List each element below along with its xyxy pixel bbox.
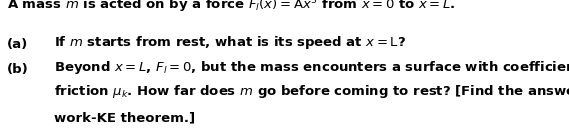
Text: A mass $m$ is acted on by a force $F_l(x) = \mathrm{A}x^3$ from $x = 0$ to $x = : A mass $m$ is acted on by a force $F_l(x… <box>7 0 456 15</box>
Text: (b): (b) <box>7 62 28 76</box>
Text: work-KE theorem.]: work-KE theorem.] <box>54 111 195 124</box>
Text: (a): (a) <box>7 38 28 51</box>
Text: If $m$ starts from rest, what is its speed at $x = \mathrm{L}$?: If $m$ starts from rest, what is its spe… <box>54 34 406 51</box>
Text: Beyond $x = L$, $F_l = 0$, but the mass encounters a surface with coefficient of: Beyond $x = L$, $F_l = 0$, but the mass … <box>54 58 569 76</box>
Text: friction $\mu_k$. How far does $m$ go before coming to rest? [Find the answer us: friction $\mu_k$. How far does $m$ go be… <box>54 83 569 100</box>
